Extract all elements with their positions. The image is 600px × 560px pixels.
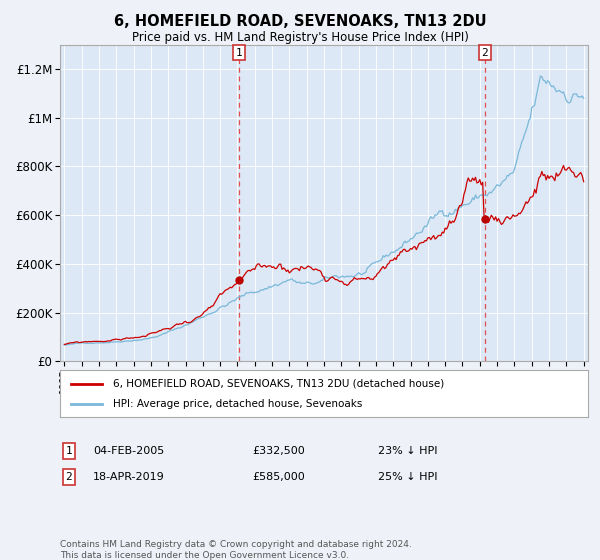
Text: 1: 1 xyxy=(65,446,73,456)
Text: 6, HOMEFIELD ROAD, SEVENOAKS, TN13 2DU: 6, HOMEFIELD ROAD, SEVENOAKS, TN13 2DU xyxy=(113,14,487,29)
Text: 18-APR-2019: 18-APR-2019 xyxy=(93,472,165,482)
Text: 25% ↓ HPI: 25% ↓ HPI xyxy=(378,472,437,482)
Text: 23% ↓ HPI: 23% ↓ HPI xyxy=(378,446,437,456)
Text: Contains HM Land Registry data © Crown copyright and database right 2024.
This d: Contains HM Land Registry data © Crown c… xyxy=(60,540,412,560)
Text: Price paid vs. HM Land Registry's House Price Index (HPI): Price paid vs. HM Land Registry's House … xyxy=(131,31,469,44)
Text: £585,000: £585,000 xyxy=(252,472,305,482)
Text: £332,500: £332,500 xyxy=(252,446,305,456)
Text: 04-FEB-2005: 04-FEB-2005 xyxy=(93,446,164,456)
Text: 1: 1 xyxy=(236,48,242,58)
Text: HPI: Average price, detached house, Sevenoaks: HPI: Average price, detached house, Seve… xyxy=(113,399,362,409)
Text: 6, HOMEFIELD ROAD, SEVENOAKS, TN13 2DU (detached house): 6, HOMEFIELD ROAD, SEVENOAKS, TN13 2DU (… xyxy=(113,379,444,389)
Text: 2: 2 xyxy=(481,48,488,58)
Text: 2: 2 xyxy=(65,472,73,482)
